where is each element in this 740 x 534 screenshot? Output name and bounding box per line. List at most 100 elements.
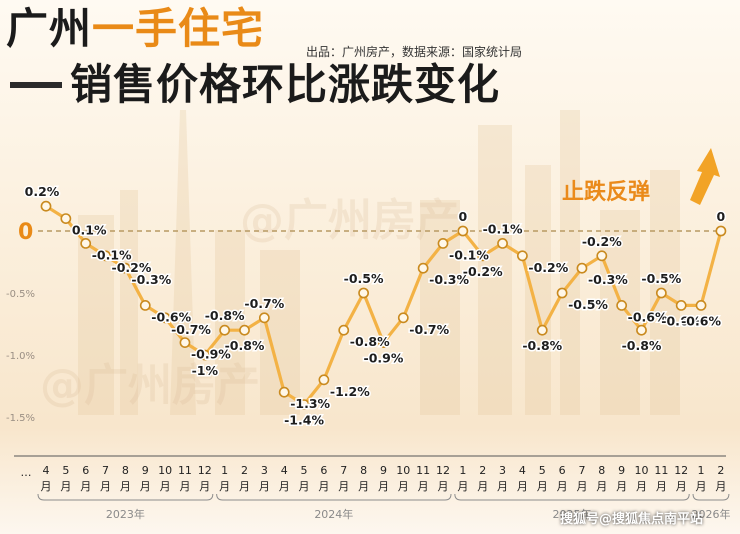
x-tick-label: 11 [178, 464, 192, 477]
data-label: -0.6% [661, 313, 701, 328]
year-bracket [37, 493, 214, 501]
data-label: -0.8% [522, 338, 562, 353]
x-tick-label: 8 [122, 464, 129, 477]
data-label: -0.8% [622, 338, 662, 353]
data-label: -0.2% [582, 234, 622, 249]
x-tick-unit: 月 [596, 480, 607, 493]
data-label: -0.2% [112, 260, 152, 275]
x-tick-unit: 月 [696, 480, 707, 493]
rebound-arrow-icon [690, 148, 720, 205]
x-tick-unit: 月 [418, 480, 429, 493]
x-tick-label: 5 [539, 464, 546, 477]
title-highlight: 一手住宅 [92, 4, 265, 53]
x-tick-label: 4 [281, 464, 288, 477]
x-tick-unit: 月 [199, 480, 210, 493]
data-labels: 0.2%0.1%-0.1%-0.2%-0.3%-0.6%-0.7%-0.9%-1… [23, 183, 727, 429]
x-tick-label: 11 [416, 464, 430, 477]
data-point [437, 237, 449, 249]
data-label: -0.3% [588, 272, 628, 287]
watermark-text-1: @广州房产 [240, 195, 460, 246]
data-point [556, 287, 568, 299]
data-point [199, 349, 211, 361]
x-tick-label: 10 [396, 464, 410, 477]
data-point [378, 337, 389, 348]
data-label: -1.3% [290, 396, 330, 411]
x-tick-label: 1 [698, 464, 705, 477]
data-label: 0 [458, 209, 467, 224]
watermark-background: @广州房产 @广州房产 [40, 195, 460, 411]
x-tick-unit: 月 [636, 480, 647, 493]
x-tick-label: 5 [301, 464, 308, 477]
data-label: -0.6% [681, 313, 721, 328]
rebound-arrow-group: 止跌反弹 [562, 148, 720, 205]
data-point [655, 287, 667, 299]
title-dash [10, 82, 62, 88]
data-label: -0.8% [225, 338, 265, 353]
data-label: -0.8% [350, 334, 390, 349]
data-point [417, 262, 429, 274]
x-tick-label: 7 [578, 464, 585, 477]
data-label: -0.9% [364, 351, 404, 366]
data-point [636, 324, 647, 336]
x-tick-label: 2 [479, 464, 486, 477]
data-label: 0.2% [25, 184, 60, 199]
x-tick-label: 6 [82, 464, 89, 477]
x-tick-label: 3 [499, 464, 506, 477]
data-label: -0.1% [449, 247, 489, 262]
x-tick-unit: 月 [616, 480, 627, 493]
data-label: -0.5% [568, 297, 608, 312]
data-label: -0.7% [171, 322, 211, 337]
x-tick-label: 10 [635, 464, 649, 477]
x-tick-label: 4 [519, 464, 526, 477]
year-label: 2026年 [691, 507, 730, 521]
data-label: -0.7% [244, 296, 284, 311]
data-point [139, 299, 151, 311]
y-tick-label-zero: 0 [18, 220, 33, 245]
zero-line-group: 0 [18, 220, 724, 245]
x-tick-unit: 月 [279, 480, 290, 493]
source-watermark: 搜狐号@搜狐焦点南平站 [560, 512, 704, 527]
data-point [159, 312, 171, 324]
data-point [80, 237, 92, 249]
x-tick-label: 12 [198, 464, 212, 477]
y-tick-label: -1.5% [6, 413, 35, 424]
data-label: -0.9% [191, 347, 231, 362]
y-tick-label: -1.0% [6, 351, 35, 362]
data-label: -0.3% [429, 272, 469, 287]
watermark-text-2: @广州房产 [40, 360, 260, 411]
data-label: -0.8% [205, 308, 245, 323]
x-tick-label: 7 [340, 464, 347, 477]
x-tick-unit: 月 [299, 480, 310, 493]
x-tick-label: 9 [618, 464, 625, 477]
year-label: 2025年 [553, 507, 592, 521]
data-point [298, 399, 310, 410]
data-point [616, 299, 628, 311]
data-point [258, 312, 270, 324]
data-point [318, 374, 330, 386]
data-point [120, 262, 131, 274]
data-label: -0.3% [131, 272, 171, 287]
data-label: -0.5% [344, 271, 384, 286]
x-tick-unit: 月 [676, 480, 687, 493]
x-tick-leading: … [21, 466, 32, 479]
x-tick-label: 7 [102, 464, 109, 477]
x-tick-label: 9 [142, 464, 149, 477]
year-label: 2024年 [314, 507, 353, 521]
x-tick-unit: 月 [259, 480, 270, 493]
year-bracket [216, 493, 452, 501]
x-tick-unit: 月 [60, 480, 71, 493]
data-point [397, 312, 409, 324]
x-tick-unit: 月 [358, 480, 369, 493]
year-bracket [454, 493, 690, 501]
year-label: 2023年 [106, 507, 145, 521]
x-tick-unit: 月 [497, 480, 508, 493]
data-point [596, 250, 608, 262]
data-label: -0.6% [628, 309, 668, 324]
x-tick-unit: 月 [378, 480, 389, 493]
data-point [695, 299, 707, 311]
data-label: -0.2% [463, 264, 503, 279]
x-tick-unit: 月 [438, 480, 449, 493]
data-points [40, 200, 727, 410]
y-axis-ticks: -0.5% -1.0% -1.5% [6, 289, 35, 424]
